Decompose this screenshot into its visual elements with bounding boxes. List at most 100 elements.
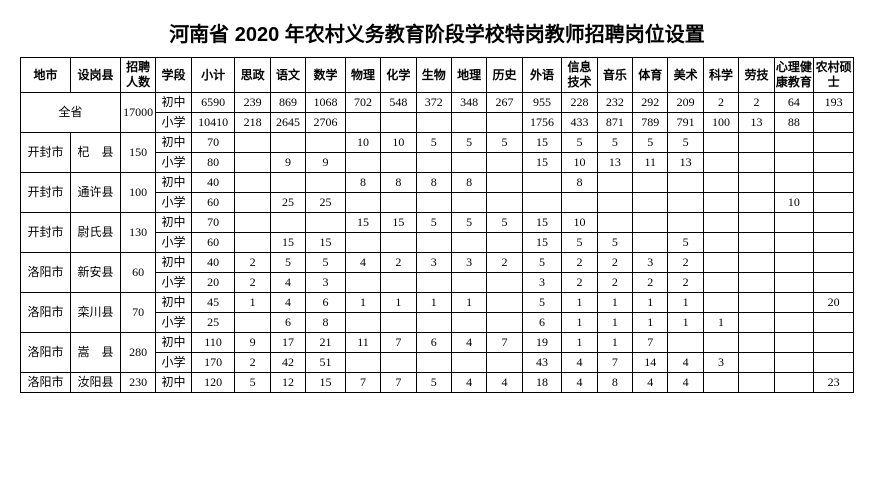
- cell: 2: [668, 253, 703, 273]
- cell: 2: [235, 273, 270, 293]
- cell: 3: [633, 253, 668, 273]
- cell: [774, 133, 814, 153]
- cell: [381, 193, 416, 213]
- subtotal: 60: [191, 193, 235, 213]
- stage: 初中: [156, 93, 191, 113]
- cell: 5: [487, 133, 522, 153]
- cell: 23: [814, 373, 854, 393]
- hdr-subject: 外语: [522, 58, 562, 93]
- cell: 3: [451, 253, 486, 273]
- cell: 7: [345, 373, 380, 393]
- cell: [703, 333, 738, 353]
- cell: 25: [270, 193, 305, 213]
- subtotal: 80: [191, 153, 235, 173]
- cell: 209: [668, 93, 703, 113]
- cell: [381, 353, 416, 373]
- subtotal: 10410: [191, 113, 235, 133]
- cell: 5: [522, 293, 562, 313]
- city: 开封市: [21, 133, 71, 173]
- cell: 1: [668, 313, 703, 333]
- cell: 433: [562, 113, 597, 133]
- cell: [739, 313, 774, 333]
- page-title: 河南省 2020 年农村义务教育阶段学校特岗教师招聘岗位设置: [20, 18, 854, 47]
- stage: 初中: [156, 333, 191, 353]
- cell: [739, 373, 774, 393]
- cell: [739, 273, 774, 293]
- table-row: 开封市通许县100初中4088888: [21, 173, 854, 193]
- count: 60: [120, 253, 155, 293]
- cell: [633, 233, 668, 253]
- cell: 232: [597, 93, 632, 113]
- cell: [345, 313, 380, 333]
- cell: 955: [522, 93, 562, 113]
- cell: [703, 233, 738, 253]
- cell: 2: [235, 353, 270, 373]
- cell: [703, 253, 738, 273]
- cell: [345, 273, 380, 293]
- province-label: 全省: [21, 93, 121, 133]
- hdr-stage: 学段: [156, 58, 191, 93]
- cell: [814, 233, 854, 253]
- city: 洛阳市: [21, 293, 71, 333]
- county: 嵩 县: [70, 333, 120, 373]
- cell: 4: [668, 353, 703, 373]
- cell: [814, 153, 854, 173]
- cell: [345, 353, 380, 373]
- cell: [633, 213, 668, 233]
- cell: [487, 353, 522, 373]
- cell: 2: [633, 273, 668, 293]
- stage: 小学: [156, 273, 191, 293]
- cell: 5: [668, 233, 703, 253]
- cell: [487, 173, 522, 193]
- city: 洛阳市: [21, 253, 71, 293]
- cell: 25: [306, 193, 346, 213]
- cell: [381, 113, 416, 133]
- cell: [487, 113, 522, 133]
- cell: [451, 193, 486, 213]
- cell: [703, 193, 738, 213]
- cell: [416, 153, 451, 173]
- cell: [774, 313, 814, 333]
- cell: 1: [381, 293, 416, 313]
- cell: 1: [345, 293, 380, 313]
- hdr-count: 招聘人数: [120, 58, 155, 93]
- cell: 2: [381, 253, 416, 273]
- cell: 2: [562, 273, 597, 293]
- subtotal: 45: [191, 293, 235, 313]
- table-row: 洛阳市嵩 县280初中1109172111764719117: [21, 333, 854, 353]
- hdr-subject: 心理健康教育: [774, 58, 814, 93]
- cell: 2706: [306, 113, 346, 133]
- cell: 10: [381, 133, 416, 153]
- cell: 871: [597, 113, 632, 133]
- cell: 5: [668, 133, 703, 153]
- cell: 4: [633, 373, 668, 393]
- cell: [774, 253, 814, 273]
- city: 洛阳市: [21, 373, 71, 393]
- cell: 4: [487, 373, 522, 393]
- stage: 初中: [156, 133, 191, 153]
- cell: 7: [381, 333, 416, 353]
- cell: 4: [451, 373, 486, 393]
- cell: [451, 153, 486, 173]
- cell: [451, 233, 486, 253]
- cell: [562, 193, 597, 213]
- cell: 1: [703, 313, 738, 333]
- cell: 3: [416, 253, 451, 273]
- cell: 4: [270, 293, 305, 313]
- cell: [522, 173, 562, 193]
- cell: [703, 273, 738, 293]
- cell: 21: [306, 333, 346, 353]
- cell: 4: [451, 333, 486, 353]
- cell: 1: [235, 293, 270, 313]
- cell: 4: [562, 373, 597, 393]
- cell: [306, 133, 346, 153]
- cell: 13: [668, 153, 703, 173]
- cell: [345, 233, 380, 253]
- cell: [416, 353, 451, 373]
- cell: 3: [306, 273, 346, 293]
- hdr-subject: 体育: [633, 58, 668, 93]
- cell: 17: [270, 333, 305, 353]
- cell: [774, 173, 814, 193]
- cell: 8: [451, 173, 486, 193]
- cell: 19: [522, 333, 562, 353]
